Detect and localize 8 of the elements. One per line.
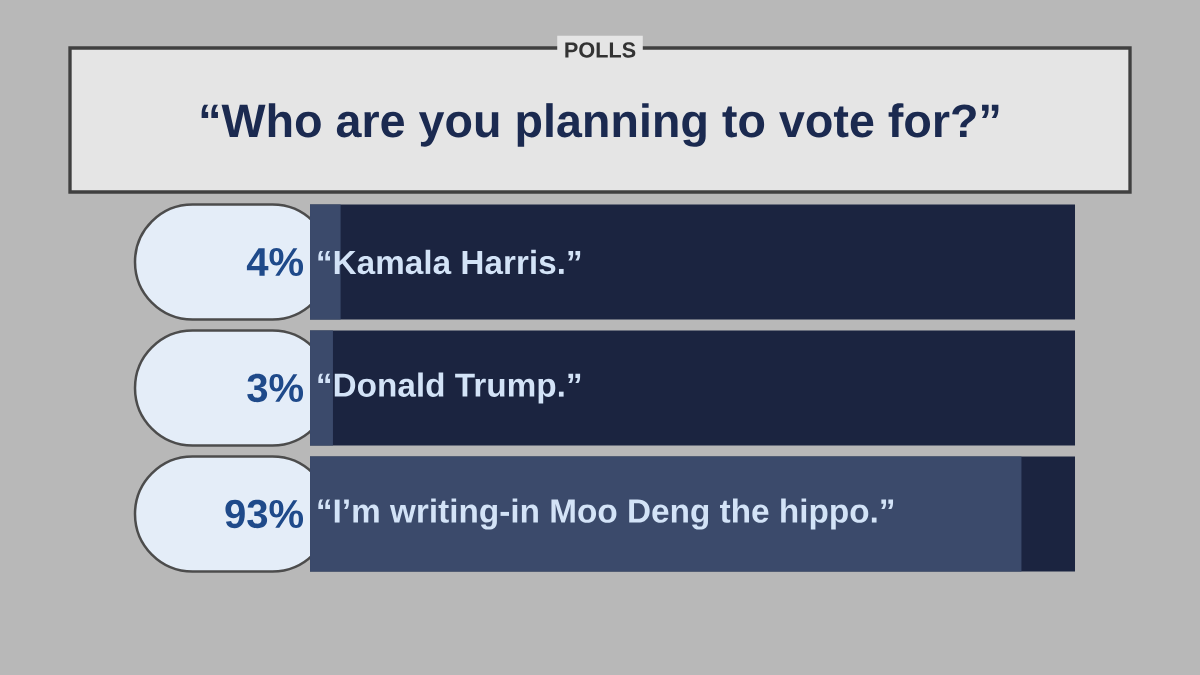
data-label: 4%: [246, 247, 304, 277]
y-tick-label: “Donald Trump.”: [318, 372, 581, 404]
chart-title: “Who are you planning to vote for?”: [201, 103, 999, 147]
y-tick-label: “I’m writing-in Moo Deng the hippo.”: [318, 498, 894, 530]
data-label: 3%: [247, 373, 304, 403]
y-tick-label: “Kamala Harris.”: [318, 249, 581, 275]
data-label: 93%: [225, 499, 304, 529]
chart-subtitle: POLLS: [565, 42, 636, 58]
